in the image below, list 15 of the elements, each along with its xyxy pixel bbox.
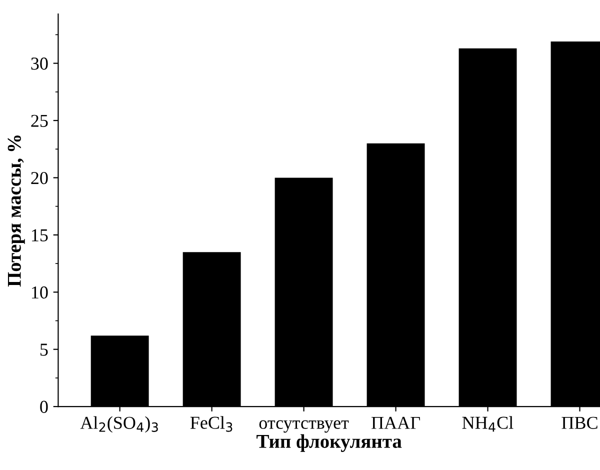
x-tick-label: Al$_{2}$(SO$_{4}$)$_{3}$: [80, 416, 158, 433]
y-tick-label: 0: [40, 400, 48, 413]
y-tick-label: 25: [31, 114, 48, 127]
x-tick-label: ПААГ: [372, 416, 420, 429]
y-tick-label: 10: [32, 286, 48, 299]
y-axis-title: Потеря массы, %: [8, 135, 25, 287]
y-tick-label: 5: [40, 344, 48, 356]
x-tick-label: NH$_{4}$Cl: [462, 416, 514, 432]
x-axis-title: Тип флокулянта: [256, 434, 402, 452]
y-tick-label: 15: [32, 229, 48, 242]
x-tick-label: ПВС: [562, 416, 598, 429]
y-tick-label: 30: [31, 58, 48, 70]
y-tick-label: 20: [31, 172, 48, 184]
x-tick-label: FeCl$_{3}$: [190, 416, 232, 432]
x-tick-label: отсутствует: [259, 420, 349, 433]
